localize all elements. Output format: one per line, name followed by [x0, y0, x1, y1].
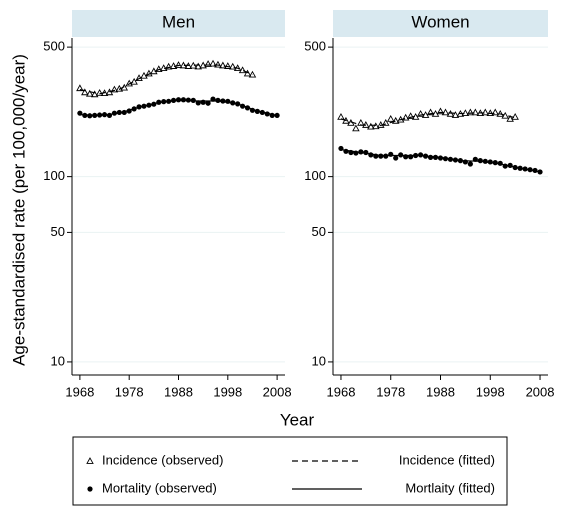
y-tick-label: 500 [304, 39, 326, 54]
triangle-marker [426, 108, 435, 116]
y-tick-label: 10 [312, 353, 326, 368]
circle-marker [467, 161, 473, 167]
x-tick-label: 1968 [65, 384, 94, 399]
circle-marker [215, 97, 221, 103]
circle-marker [195, 100, 201, 106]
legend-label: Incidence (fitted) [399, 452, 495, 467]
x-tick-label: 1978 [115, 384, 144, 399]
triangle-marker [219, 61, 227, 69]
triangle-marker [228, 62, 237, 70]
triangle-marker [386, 114, 395, 122]
y-tick-label: 500 [43, 39, 65, 54]
triangle-marker [481, 108, 490, 116]
triangle-marker [194, 62, 202, 70]
triangle-marker [416, 109, 425, 117]
triangle-marker [391, 116, 400, 124]
panel-title: Men [162, 12, 195, 31]
circle-marker [87, 486, 93, 492]
triangle-marker [140, 71, 148, 79]
circle-marker [180, 97, 187, 103]
circle-marker [205, 100, 211, 106]
x-tick-label: 1988 [426, 384, 455, 399]
circle-marker [477, 158, 483, 164]
x-tick-label: 2008 [263, 384, 292, 399]
triangle-marker [436, 107, 445, 115]
triangle-marker [90, 90, 99, 98]
legend-label: Incidence (observed) [102, 452, 223, 467]
fitted-line [79, 64, 253, 95]
fitted-line [340, 148, 541, 173]
circle-marker [368, 152, 374, 158]
legend-label: Mortality (observed) [102, 480, 217, 495]
circle-marker [393, 155, 399, 161]
header [333, 10, 548, 37]
x-tick-label: 2008 [526, 384, 555, 399]
circle-marker [427, 154, 434, 160]
triangle-marker [204, 60, 212, 67]
y-tick-label: 50 [312, 224, 326, 239]
triangle-marker [76, 84, 84, 92]
triangle-marker [174, 61, 183, 68]
fitted-line [79, 99, 278, 117]
circle-marker [417, 152, 424, 158]
legend-box [72, 436, 508, 506]
y-tick-label: 50 [51, 224, 65, 239]
triangle-marker [451, 111, 460, 118]
x-tick-label: 1998 [476, 384, 505, 399]
plot-area [333, 38, 548, 375]
triangle-marker [85, 89, 94, 97]
triangle-marker [110, 85, 119, 93]
circle-marker [185, 97, 191, 103]
triangle-marker [95, 88, 104, 96]
circle-marker [537, 169, 543, 175]
legend-label: Mortlaity (fitted) [405, 480, 495, 495]
x-axis-title: Year [280, 410, 315, 429]
x-tick-label: 1978 [376, 384, 405, 399]
circle-marker [398, 152, 404, 158]
plot-area [72, 38, 285, 375]
triangle-marker [511, 113, 519, 120]
triangle-marker [401, 113, 410, 121]
triangle-marker [381, 118, 390, 126]
circle-marker [378, 153, 384, 159]
triangle-marker [238, 66, 247, 74]
triangle-marker [466, 108, 475, 116]
triangle-marker [506, 114, 514, 122]
triangle-marker [471, 108, 480, 116]
circle-marker [87, 113, 93, 119]
triangle-marker [214, 60, 222, 68]
fitted-line [340, 111, 516, 127]
triangle-marker [81, 88, 89, 96]
panel-title: Women [411, 12, 469, 31]
triangle-marker [164, 62, 173, 70]
triangle-marker [243, 69, 252, 77]
triangle-marker [491, 108, 500, 116]
triangle-marker [209, 59, 217, 67]
x-tick-label: 1998 [213, 384, 242, 399]
triangle-marker [372, 122, 380, 130]
y-axis-title: Age-standardised rate (per 100,000/year) [9, 54, 28, 366]
x-tick-label: 1968 [327, 384, 356, 399]
circle-marker [383, 153, 389, 159]
triangle-marker [406, 112, 415, 120]
header [72, 10, 285, 37]
y-tick-label: 100 [304, 168, 326, 183]
triangle-marker [248, 70, 257, 78]
triangle-marker [352, 124, 360, 132]
triangle-marker [501, 111, 509, 119]
triangle-marker [155, 65, 163, 73]
triangle-marker [86, 457, 94, 464]
y-tick-label: 100 [43, 168, 65, 183]
circle-marker [175, 97, 182, 103]
triangle-marker [367, 122, 375, 130]
y-tick-label: 10 [51, 353, 65, 368]
x-tick-label: 1988 [164, 384, 193, 399]
